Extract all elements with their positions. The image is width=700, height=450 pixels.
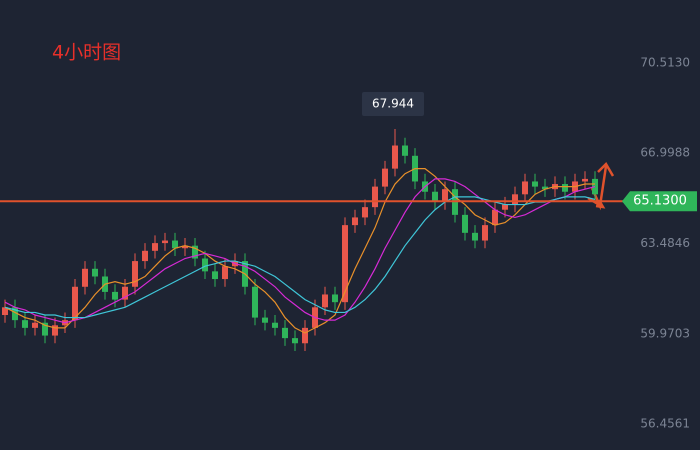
y-tick-label: 56.4561 (640, 417, 690, 431)
moving-average (4, 178, 596, 324)
candle-body (382, 168, 388, 187)
candle-body (402, 145, 408, 156)
candle-body (522, 181, 528, 195)
candle-body (432, 191, 438, 203)
candle-body (532, 181, 538, 187)
candle-body (362, 207, 368, 218)
candle-body (582, 178, 588, 182)
y-tick-label: 66.9988 (640, 146, 690, 160)
candle-body (462, 214, 468, 233)
candle-body (202, 258, 208, 272)
candle-body (332, 294, 338, 303)
price-tag (622, 191, 697, 212)
candle-body (562, 184, 568, 192)
down-arrow (587, 196, 606, 209)
candle-body (472, 232, 478, 241)
candle-body (272, 322, 278, 328)
candle-body (32, 322, 38, 328)
candle-body (282, 327, 288, 339)
candle-body (442, 189, 448, 203)
moving-average (4, 196, 596, 319)
candle-body (42, 322, 48, 336)
candle-body (132, 261, 138, 287)
candle-body (72, 286, 78, 321)
candle-body (142, 250, 148, 262)
candle-body (512, 194, 518, 205)
candle-body (302, 327, 308, 344)
candle-body (342, 225, 348, 303)
candle-body (92, 268, 98, 277)
candle-body (372, 186, 378, 208)
candle-body (392, 145, 398, 169)
candle-body (502, 204, 508, 210)
y-tick-label: 59.9703 (640, 326, 690, 340)
candle-body (172, 240, 178, 249)
y-tick-label: 63.4846 (640, 236, 690, 250)
candle-body (52, 325, 58, 336)
candle-body (2, 307, 8, 316)
candle-body (262, 317, 268, 323)
candle-body (122, 286, 128, 300)
candle-body (292, 338, 298, 344)
y-tick-label: 70.5130 (640, 55, 690, 69)
chart-title: 4小时图 (52, 42, 121, 64)
candle-body (252, 286, 258, 318)
candle-body (112, 291, 118, 300)
candle-body (542, 186, 548, 190)
candle-body (162, 240, 168, 244)
candle-body (12, 307, 18, 321)
candle-body (152, 243, 158, 251)
candle-body (22, 320, 28, 328)
annotation-box (362, 91, 424, 116)
annotation-label: 67.944 (372, 96, 414, 110)
candle-body (322, 294, 328, 308)
price-tag-label: 65.1300 (633, 194, 687, 209)
candle-body (192, 245, 198, 259)
moving-average (4, 168, 595, 334)
candle-body (222, 266, 228, 280)
candle-body (212, 271, 218, 280)
candle-body (482, 225, 488, 241)
candle-body (82, 268, 88, 287)
candle-body (352, 217, 358, 226)
candle-body (492, 209, 498, 226)
candle-body (182, 245, 188, 249)
